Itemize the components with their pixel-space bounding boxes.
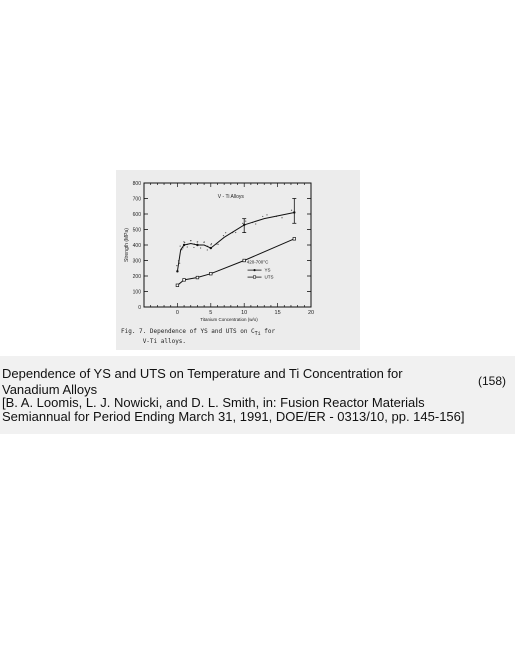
ys-series-line <box>177 238 295 286</box>
strength-chart: 0 100 200 300 400 500 600 700 800 0 5 10 15 20 Titaniu… <box>124 181 314 322</box>
caption-line-1-end: for <box>260 328 276 335</box>
uts-scatter-dot <box>210 243 213 245</box>
uts-scatter-dot <box>281 217 283 219</box>
uts-scatter-dot <box>176 265 178 267</box>
uts-point <box>176 270 179 273</box>
x-tick-label: 20 <box>308 310 314 316</box>
citation-line-2: Semiannual for Period Ending March 31, 1… <box>2 409 465 424</box>
y-axis-label: Strength (MPa) <box>124 228 130 262</box>
uts-point <box>209 246 212 250</box>
uts-scatter-dot <box>181 249 183 251</box>
uts-scatter-dot <box>200 247 202 249</box>
uts-scatter-dot <box>196 241 198 243</box>
uts-scatter-dot <box>290 209 293 211</box>
uts-scatter-dot <box>210 244 212 246</box>
uts-scatter-dot <box>242 222 244 224</box>
page-number: (158) <box>477 374 506 388</box>
ys-point <box>195 275 200 280</box>
uts-scatter-dot <box>179 262 181 264</box>
ys-point <box>175 283 180 287</box>
ys-point <box>242 258 246 263</box>
uts-scatter-dot <box>262 215 264 218</box>
x-axis-label: Titanium Concentration (w/o) <box>200 317 258 322</box>
ys-point <box>209 272 213 276</box>
description-block: Dependence of YS and UTS on Temperature … <box>0 356 515 434</box>
legend-label: UTS <box>265 275 274 280</box>
uts-scatter-dot <box>255 223 257 225</box>
figure-caption: Fig. 7. Dependence of YS and UTS on CTi … <box>121 328 275 346</box>
y-tick-label: 800 <box>133 181 142 187</box>
uts-scatter-dot <box>183 241 185 243</box>
uts-scatter-dot <box>217 243 219 245</box>
uts-scatter-dot <box>193 246 195 249</box>
uts-scatter-dot <box>184 241 186 244</box>
y-tick-label: 100 <box>133 290 142 296</box>
y-tick-label: 400 <box>133 243 142 249</box>
uts-point <box>196 243 199 247</box>
uts-scatter-dot <box>266 214 268 216</box>
description-line-1: Dependence of YS and UTS on Temperature … <box>2 366 403 381</box>
y-tick-label: 200 <box>133 274 142 280</box>
uts-scatter-dot <box>235 231 237 234</box>
caption-subscript: Ti <box>254 331 261 338</box>
caption-line-1: Fig. 7. Dependence of YS and UTS on C <box>121 328 255 335</box>
uts-scatter-dot <box>222 235 225 237</box>
x-tick-label: 10 <box>241 310 247 316</box>
plot-frame <box>143 182 312 308</box>
uts-scatter-dot <box>179 245 181 247</box>
chart-title: V - Ti Alloys <box>218 194 245 200</box>
x-tick-label: 15 <box>275 310 281 316</box>
uts-point <box>182 243 186 247</box>
y-tick-label: 300 <box>133 259 142 265</box>
legend-marker <box>253 269 256 272</box>
uts-scatter-dot <box>186 246 188 248</box>
legend-title: 420-700°C <box>247 260 269 265</box>
ys-point <box>292 237 296 241</box>
citation-line-1: [B. A. Loomis, L. J. Nowicki, and D. L. … <box>2 395 425 410</box>
uts-scatter-dot <box>245 220 247 222</box>
legend-marker <box>253 275 257 279</box>
x-tick-label: 0 <box>176 310 179 316</box>
legend-label: YS <box>265 268 271 273</box>
uts-scatter-dot <box>206 249 208 251</box>
uts-scatter-dot <box>225 232 227 234</box>
y-tick-label: 0 <box>138 305 141 311</box>
scanned-figure: 0 100 200 300 400 500 600 700 800 0 5 10 15 20 Titaniu… <box>116 170 360 350</box>
uts-scatter-dot <box>189 240 192 242</box>
x-tick-label: 5 <box>209 310 212 316</box>
y-tick-label: 600 <box>133 212 142 218</box>
uts-series-line <box>176 212 295 272</box>
description-line-2: Vanadium Alloys <box>2 382 98 397</box>
y-tick-label: 700 <box>133 197 142 203</box>
uts-scatter-dot <box>203 241 205 243</box>
y-tick-label: 500 <box>133 228 142 234</box>
ys-point <box>182 278 186 282</box>
caption-line-2: V-Ti alloys. <box>142 338 187 346</box>
